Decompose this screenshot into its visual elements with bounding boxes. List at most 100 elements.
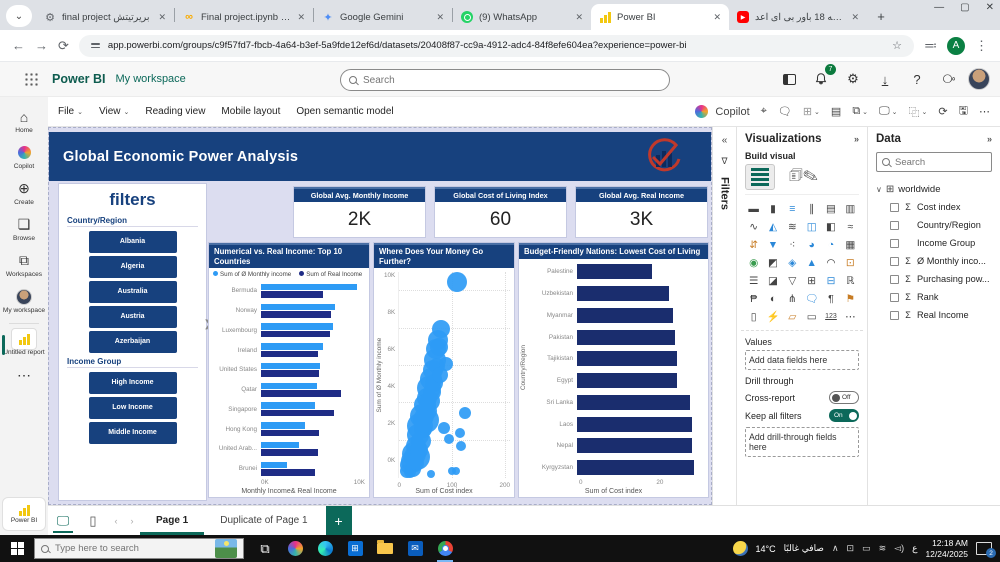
monthly-income-bar[interactable] xyxy=(261,402,315,409)
workspace-name[interactable]: My workspace xyxy=(115,73,186,85)
report-canvas[interactable]: Global Economic Power Analysis filters C… xyxy=(48,127,712,505)
real-income-bar[interactable] xyxy=(261,350,319,358)
sidebar-item-workspaces[interactable]: ⧉ Workspaces xyxy=(0,249,48,285)
scatter-bubble[interactable] xyxy=(447,271,468,292)
field-rank[interactable]: Σ Rank xyxy=(876,288,992,306)
collapse-visualizations-icon[interactable]: » xyxy=(853,134,859,144)
mobile-layout-icon[interactable]: ▯ xyxy=(89,512,97,528)
powerbi-brand[interactable]: Power BI xyxy=(52,72,106,86)
funnel-chart-icon[interactable]: ▼ xyxy=(767,238,779,251)
tab-search-chevron-icon[interactable]: ⌄ xyxy=(6,5,32,27)
field-checkbox[interactable] xyxy=(890,310,899,320)
menu-file[interactable]: File ⌄ xyxy=(58,106,83,117)
scatter-bubble[interactable] xyxy=(432,367,449,384)
edge-icon[interactable] xyxy=(310,535,340,562)
browser-profile-avatar[interactable]: A xyxy=(947,36,965,55)
cost-index-bar[interactable] xyxy=(577,438,692,454)
scatter-chart-icon[interactable]: ⁖ xyxy=(789,238,796,251)
kpi-card-monthly-income[interactable]: Global Avg. Monthly Income 2K xyxy=(293,186,426,238)
real-income-bar[interactable] xyxy=(261,390,341,397)
web-layout-icon[interactable]: 🖵 xyxy=(48,506,78,535)
slicer-option-high-income[interactable]: High Income xyxy=(88,372,177,394)
url-field[interactable]: app.powerbi.com/groups/c9f57fd7-fbcb-4a6… xyxy=(78,34,914,57)
slicer-option-azerbaijan[interactable]: Azerbaijan xyxy=(88,331,177,353)
slicer-option-austria[interactable]: Austria xyxy=(88,306,177,328)
visual-gallery-icon[interactable]: ⊞ ⌄ xyxy=(802,106,820,118)
language-indicator[interactable]: ع xyxy=(912,543,918,553)
window-minimize-button[interactable]: — xyxy=(934,2,945,13)
matrix-visual-selected-icon[interactable] xyxy=(745,164,775,190)
data-search-input[interactable] xyxy=(895,156,975,168)
treemap-icon[interactable]: ▦ xyxy=(845,238,856,251)
real-income-bar[interactable] xyxy=(261,409,335,417)
real-income-bar[interactable] xyxy=(261,469,315,476)
filled-map-icon[interactable]: ◩ xyxy=(768,256,778,269)
slicer-option-albania[interactable]: Albania xyxy=(88,231,177,253)
reload-icon[interactable]: ⟳ xyxy=(58,37,69,53)
feedback-people-icon[interactable]: ⧂ xyxy=(942,71,956,86)
window-close-button[interactable]: ✕ xyxy=(985,2,994,13)
field-purchasing-pow-[interactable]: Σ Purchasing pow... xyxy=(876,270,992,288)
slicer-option-australia[interactable]: Australia xyxy=(88,281,177,303)
stacked-column-chart-icon[interactable]: ▮ xyxy=(770,202,776,215)
python-visual-icon[interactable]: ₱ xyxy=(750,292,758,305)
azure-map-icon[interactable]: ▲ xyxy=(806,256,817,269)
stacked-area-chart-icon[interactable]: ≋ xyxy=(787,220,797,233)
taskbar-powerbi-window[interactable]: Power BI xyxy=(2,497,46,531)
help-icon[interactable]: ? xyxy=(913,71,921,87)
expand-caret-icon[interactable]: ∨ xyxy=(876,185,882,194)
scatter-bubble[interactable] xyxy=(432,319,451,338)
start-button[interactable] xyxy=(0,535,34,562)
scatter-bubble[interactable] xyxy=(430,338,449,357)
map-icon[interactable]: ◉ xyxy=(749,256,759,269)
weather-temp[interactable]: 14°C xyxy=(755,543,776,554)
page-tab-page-1[interactable]: Page 1 xyxy=(140,506,205,535)
pie-chart-icon[interactable]: ◕ xyxy=(808,238,815,251)
bar-chart-income-top10[interactable]: Numerical vs. Real Income: Top 10 Countr… xyxy=(208,242,370,498)
cost-index-bar[interactable] xyxy=(577,373,677,389)
multi-row-card-icon[interactable]: ☰ xyxy=(748,274,759,287)
chrome-icon[interactable] xyxy=(430,535,460,562)
field-checkbox[interactable] xyxy=(890,292,899,302)
scatter-bubble[interactable] xyxy=(452,466,461,475)
notes-icon[interactable]: ▤ xyxy=(830,106,842,118)
browser-tab[interactable]: ✦ Google Gemini ✕ xyxy=(314,4,452,30)
tab-close-icon[interactable]: ✕ xyxy=(575,11,583,22)
copilot-icon[interactable] xyxy=(280,535,310,562)
tab-close-icon[interactable]: ✕ xyxy=(713,11,721,22)
power-apps-icon[interactable]: ▱ xyxy=(788,310,797,323)
sidebar-item-browse[interactable]: ❏ Browse xyxy=(0,213,48,249)
window-maximize-button[interactable]: ▢ xyxy=(960,2,970,13)
weather-scene-icon[interactable] xyxy=(215,539,237,558)
format-page-icon[interactable]: 🗊✎ xyxy=(789,166,818,184)
field--monthly-inco-[interactable]: Σ Ø Monthly inco... xyxy=(876,252,992,270)
store-icon[interactable]: ⊞ xyxy=(340,535,370,562)
filters-visual[interactable]: filters Country/Region Albania Algeria Aust… xyxy=(58,183,212,501)
slicer-option-algeria[interactable]: Algeria xyxy=(88,256,177,278)
area-chart-icon[interactable]: ◭ xyxy=(768,220,778,233)
slicer-icon[interactable]: ▽ xyxy=(788,274,797,287)
browser-tab[interactable]: ▶ حلقه 18 باور بى اى اعد ✕ xyxy=(729,4,867,30)
gauge-icon[interactable]: ◠ xyxy=(826,256,836,269)
123-card-icon[interactable]: 123 xyxy=(825,313,837,320)
scatter-bubble[interactable] xyxy=(447,466,456,475)
monthly-income-bar[interactable] xyxy=(261,422,305,429)
browser-tab[interactable]: (9) WhatsApp ✕ xyxy=(453,4,591,30)
weather-moon-icon[interactable] xyxy=(732,541,748,556)
line-chart-icon[interactable]: ∿ xyxy=(749,220,759,233)
copilot-button[interactable]: Copilot xyxy=(695,105,750,118)
real-income-bar[interactable] xyxy=(261,311,331,318)
r-visual-icon[interactable]: ℝ xyxy=(846,274,855,287)
menu-open-semantic-model[interactable]: Open semantic model xyxy=(296,106,393,117)
100-stacked-column-chart-icon[interactable]: ▥ xyxy=(845,202,856,215)
image-icon[interactable]: ▭ xyxy=(806,310,817,323)
build-visual-tab[interactable]: Build visual xyxy=(745,151,796,161)
global-search-box[interactable] xyxy=(340,69,670,91)
volume-icon[interactable]: ◅) xyxy=(894,543,905,553)
cost-index-bar[interactable] xyxy=(577,264,652,280)
real-income-bar[interactable] xyxy=(261,291,324,298)
browser-menu-icon[interactable]: ⋮ xyxy=(975,37,988,53)
field-checkbox[interactable] xyxy=(890,238,899,248)
monthly-income-bar[interactable] xyxy=(261,461,287,469)
scatter-bubble[interactable] xyxy=(426,470,435,479)
